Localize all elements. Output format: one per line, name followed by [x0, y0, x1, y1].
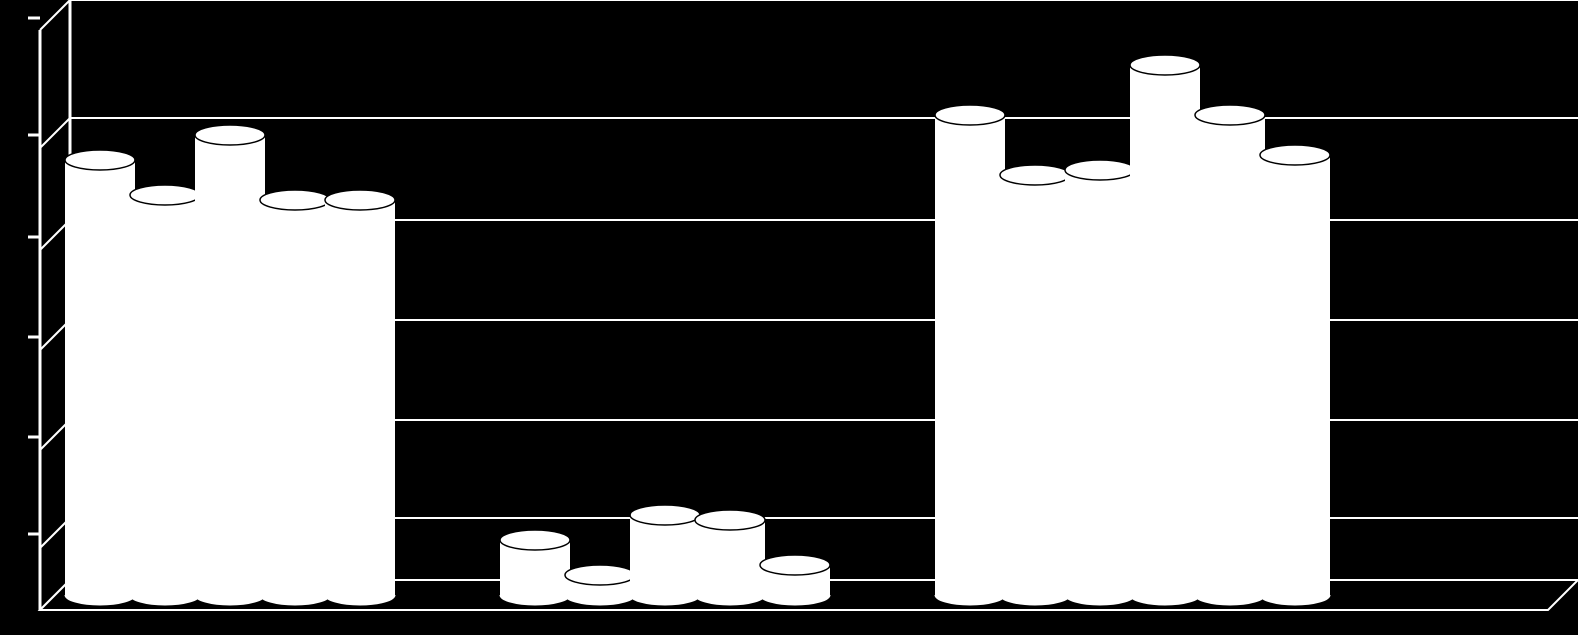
chart-3d-cylinder: [0, 0, 1578, 635]
chart-svg: [0, 0, 1578, 635]
